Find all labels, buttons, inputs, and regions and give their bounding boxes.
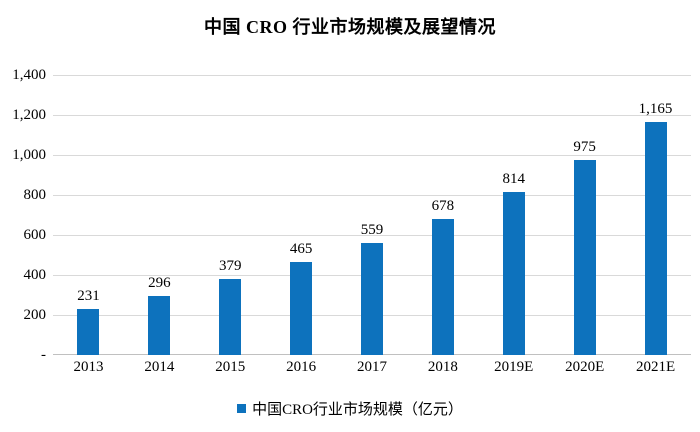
y-axis-tick-label: 1,200 [12,107,46,123]
y-axis-tick-label: 1,400 [12,67,46,83]
x-axis-tick-label: 2017 [357,359,387,375]
bar-2020E [573,160,596,355]
chart-title: 中国 CRO 行业市场规模及展望情况 [204,17,496,37]
x-axis-tick-label: 2019E [494,359,534,375]
bar-2017 [361,243,383,355]
y-axis-tick-label: 600 [23,227,47,243]
y-gridline [53,74,691,76]
x-axis-tick-label: 2016 [286,359,317,375]
bar-2019E [502,192,525,355]
bar-2018 [431,219,454,355]
bar-value-label: 814 [502,171,526,187]
bar-2015 [219,279,242,355]
legend: 中国CRO行业市场规模（亿元） [0,398,700,419]
y-axis-tick-label: 400 [23,267,47,283]
bar-2021E [644,122,667,355]
y-gridline [53,234,691,236]
y-axis-tick-label: 1,000 [12,147,46,163]
bar-value-label: 379 [218,258,242,274]
bar-value-label: 1,165 [638,101,673,117]
plot-area: 231 296 379 465 559 678 814 975 1,165 [53,74,691,355]
bar-2013 [77,309,100,355]
bar-2014 [148,296,171,355]
legend-marker-square [237,404,247,413]
x-axis-tick-label: 2015 [215,359,246,375]
y-gridline [53,154,691,156]
bar-value-label: 465 [289,241,313,257]
x-axis-tick-label: 2018 [427,359,458,375]
bar-2016 [290,262,313,355]
bar-value-label: 296 [148,275,171,291]
bar-value-label: 559 [360,222,384,238]
y-gridline [53,194,691,196]
x-axis-tick-label: 2020E [565,359,605,375]
x-axis-tick-label: 2014 [144,359,175,375]
y-axis-tick-label: - [41,347,46,363]
bar-value-label: 231 [77,288,100,304]
y-axis-tick-label: 200 [23,307,47,323]
bar-value-label: 975 [573,139,596,155]
y-gridline [53,114,691,116]
legend-label: 中国CRO行业市场规模（亿元） [252,402,463,418]
x-axis-tick-label: 2021E [635,359,676,375]
bar-value-label: 678 [431,198,455,214]
y-axis-tick-label: 800 [23,187,47,203]
x-axis-tick-label: 2013 [73,359,104,375]
